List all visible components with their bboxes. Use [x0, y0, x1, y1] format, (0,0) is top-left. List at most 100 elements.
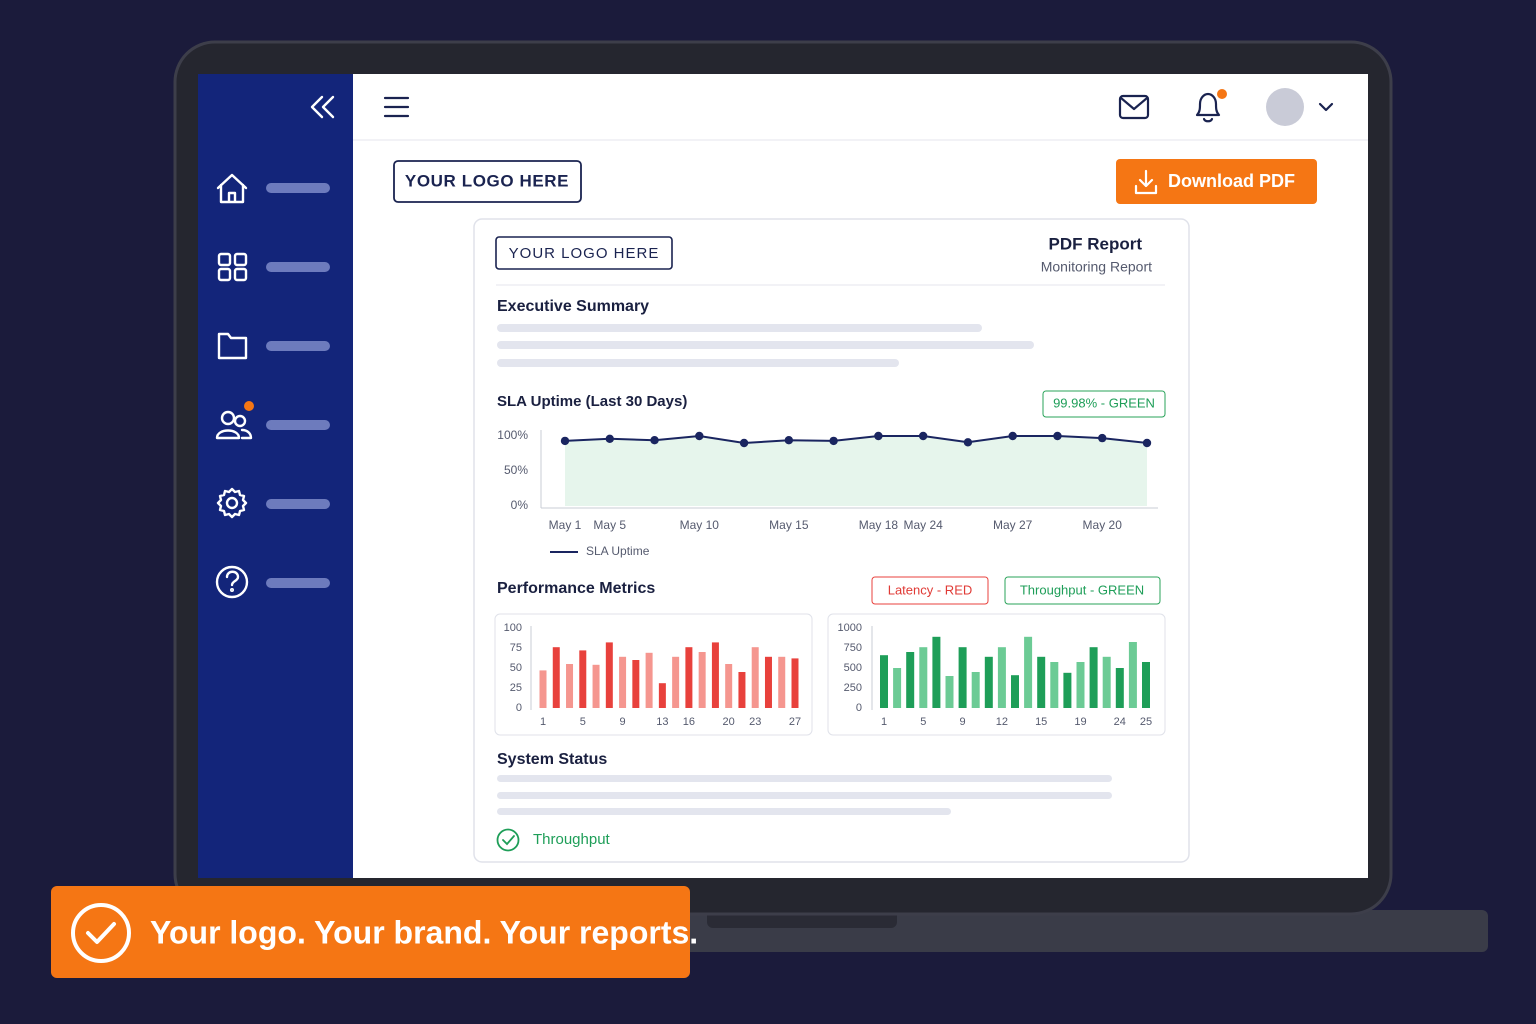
status-badge [1042, 390, 1166, 418]
settings-icon[interactable] [216, 487, 248, 519]
point [874, 431, 883, 441]
bar [672, 656, 680, 708]
avatar[interactable] [1266, 88, 1304, 126]
report-title: PDF Report [1049, 234, 1143, 253]
bar [1050, 662, 1059, 708]
bar [791, 658, 799, 708]
bar [945, 676, 954, 708]
x-tick-label: 1 [881, 716, 887, 728]
x-tick-label: May 24 [903, 518, 943, 532]
section-title: System Status [497, 751, 607, 768]
placeholder-line [497, 792, 1112, 799]
nav-item[interactable] [266, 183, 330, 193]
bar [1142, 662, 1150, 708]
point [829, 436, 838, 446]
bell-icon[interactable] [1195, 92, 1221, 123]
bar [566, 664, 574, 708]
nav-item[interactable] [266, 420, 330, 430]
sidebar [198, 74, 353, 878]
bar [958, 647, 967, 708]
dashboard-icon[interactable] [217, 252, 248, 282]
status-item: Throughput [533, 831, 611, 848]
nav-item[interactable] [266, 341, 330, 351]
point [1142, 438, 1152, 448]
bar [764, 656, 772, 708]
section-title: Executive Summary [497, 298, 649, 315]
point [918, 431, 928, 441]
point [695, 431, 704, 441]
bar [698, 652, 706, 708]
folder-icon[interactable] [217, 332, 248, 360]
y-tick-label: 75 [510, 642, 522, 654]
bar [552, 647, 560, 708]
download-icon [1134, 169, 1158, 195]
nav-item[interactable] [266, 578, 330, 588]
mail-icon[interactable] [1118, 94, 1150, 120]
bar [1128, 642, 1137, 708]
x-tick-label: 25 [1140, 716, 1152, 728]
y-tick-label: 500 [844, 662, 862, 674]
x-tick-label: 16 [683, 716, 695, 728]
x-tick-label: 20 [723, 716, 735, 728]
placeholder-line [497, 808, 951, 815]
bar [751, 647, 759, 708]
chart-title: SLA Uptime (Last 30 Days) [497, 393, 687, 410]
bar [984, 656, 993, 708]
menu-icon[interactable] [383, 96, 410, 118]
placeholder-line [497, 341, 1034, 349]
y-tick-label: 0 [516, 702, 522, 714]
point [650, 436, 659, 445]
x-tick-label: 9 [620, 716, 626, 728]
check-mark [502, 835, 515, 846]
bar [658, 683, 666, 708]
point [739, 438, 749, 448]
legend-label: SLA Uptime [586, 544, 650, 558]
bar [605, 642, 613, 708]
x-tick-label: 5 [920, 716, 926, 728]
bar [1102, 656, 1111, 708]
dropdown-icon[interactable] [1318, 102, 1334, 112]
users-icon[interactable] [215, 410, 253, 440]
bar [632, 660, 640, 708]
placeholder-line [497, 775, 1112, 782]
banner-check [86, 922, 116, 944]
y-tick-label: 0% [511, 498, 529, 512]
bar [1115, 668, 1124, 708]
y-tick-label: 100% [497, 428, 528, 442]
status-badge [1004, 576, 1161, 605]
report-logo-text: YOUR LOGO HERE [509, 245, 660, 262]
status-badge-text: Latency - RED [888, 582, 973, 597]
bar [971, 672, 980, 708]
x-tick-label: 13 [656, 716, 668, 728]
area [565, 436, 1147, 506]
bar [1024, 636, 1033, 708]
nav-item[interactable] [266, 499, 330, 509]
x-tick-label: May 18 [859, 518, 899, 532]
status-badge-text: Throughput - GREEN [1020, 582, 1144, 597]
y-tick-label: 250 [844, 682, 862, 694]
x-tick-label: May 15 [769, 518, 809, 532]
y-tick-label: 50% [504, 463, 528, 477]
y-tick-label: 0 [856, 702, 862, 714]
nav-item[interactable] [266, 262, 330, 272]
banner-icon [71, 903, 131, 963]
y-tick-label: 50 [510, 662, 522, 674]
point [605, 434, 614, 443]
notification-dot [244, 401, 254, 411]
bar [932, 636, 941, 708]
point [1008, 431, 1017, 441]
report-subtitle: Monitoring Report [1041, 259, 1152, 275]
collapse-icon[interactable] [310, 95, 335, 119]
y-tick-label: 1000 [838, 622, 862, 634]
point [1098, 433, 1107, 443]
home-icon[interactable] [216, 173, 248, 204]
bar [738, 672, 746, 708]
logo-button[interactable] [393, 160, 582, 203]
bar [685, 647, 693, 708]
x-tick-label: 12 [996, 716, 1008, 728]
section-title: Performance Metrics [497, 580, 655, 597]
help-icon[interactable] [215, 565, 249, 599]
x-tick-label: May 10 [680, 518, 720, 532]
download-button[interactable] [1116, 159, 1317, 204]
bar [778, 656, 786, 708]
